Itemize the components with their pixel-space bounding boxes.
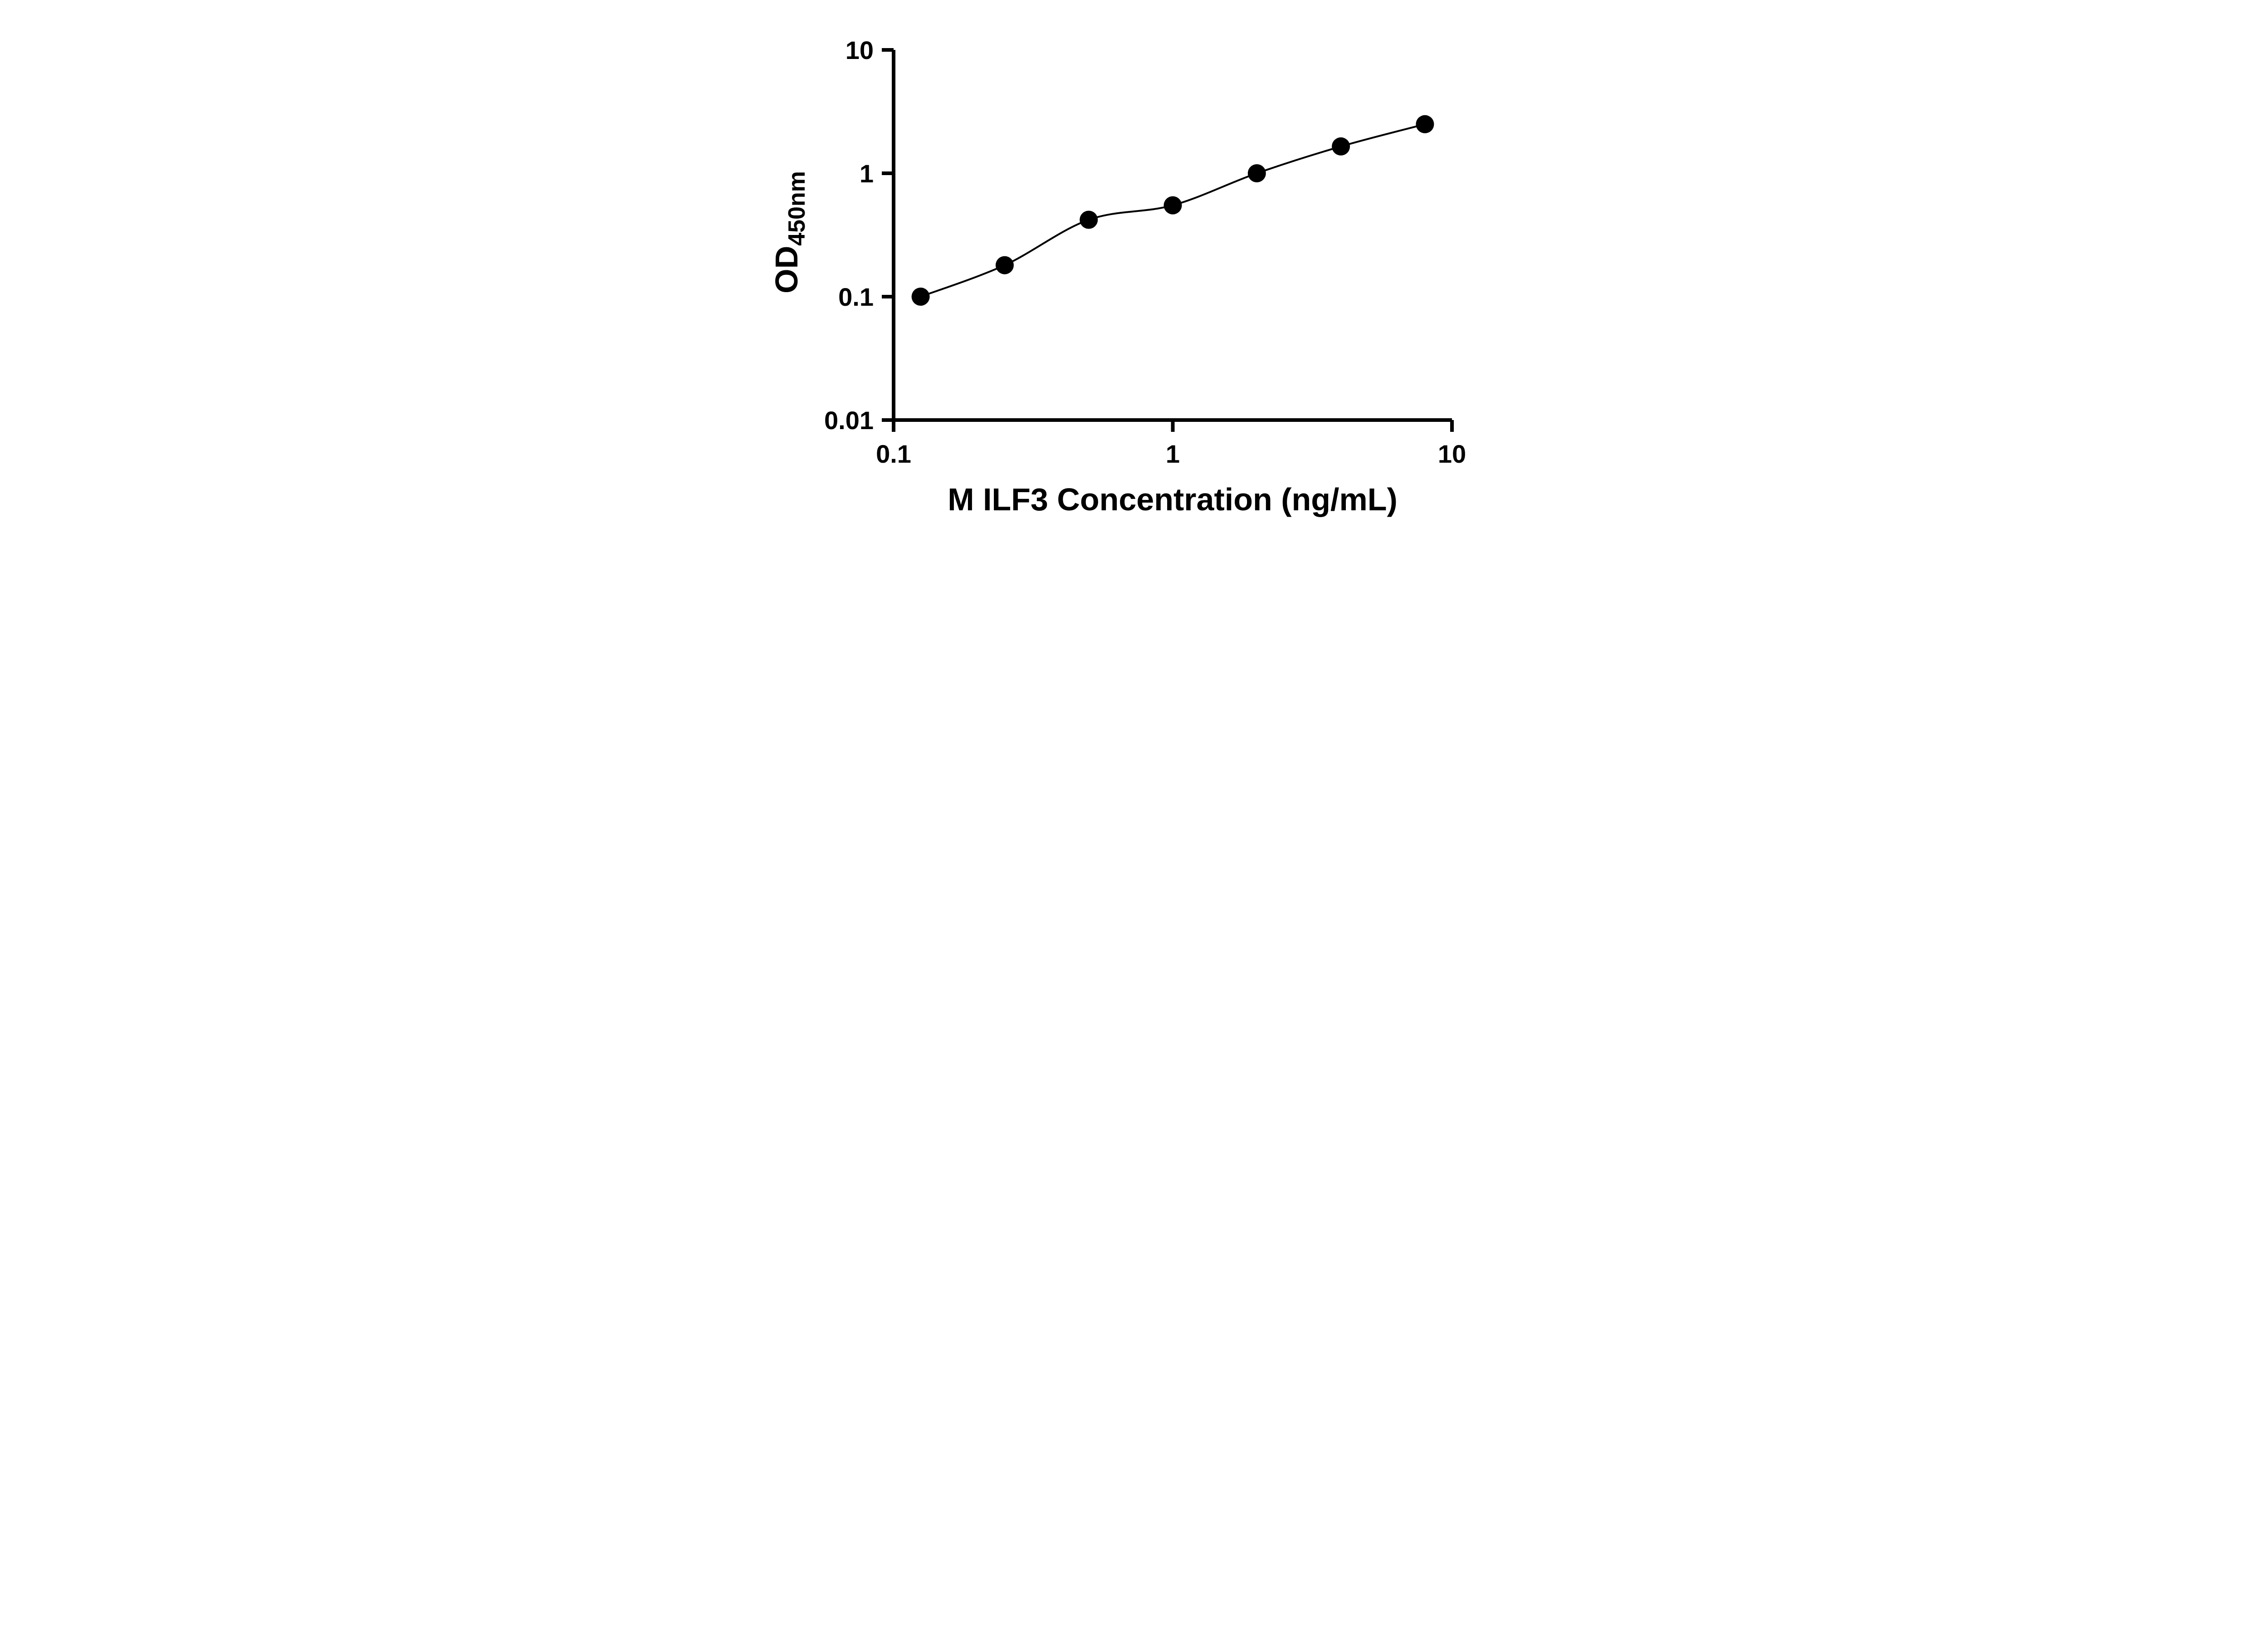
y-axis-title: OD450nm (769, 171, 810, 293)
axes (892, 50, 1452, 422)
x-axis-title: M ILF3 Concentration (ng/mL) (948, 482, 1398, 517)
y-tick-label: 0.1 (838, 283, 874, 311)
data-point (911, 288, 930, 306)
data-point (1416, 115, 1434, 133)
y-axis-title-main: OD (769, 246, 804, 293)
x-tick-label: 10 (1438, 440, 1466, 468)
data-point (995, 256, 1014, 274)
x-tick-label: 1 (1166, 440, 1180, 468)
data-point (1332, 137, 1350, 156)
x-tick-label: 0.1 (876, 440, 911, 468)
y-axis-title-subscript: 450nm (784, 171, 810, 246)
y-tick-label: 1 (860, 159, 874, 188)
data-point (1080, 210, 1098, 229)
y-tick-label: 0.01 (824, 406, 874, 435)
data-point (1247, 164, 1266, 182)
y-tick-label: 10 (846, 36, 874, 64)
elisa-standard-curve-figure: 0.01 0.1 1 10 0.1 1 10 M ILF3 Concentration (n… (745, 0, 1523, 544)
data-point (1163, 196, 1182, 215)
